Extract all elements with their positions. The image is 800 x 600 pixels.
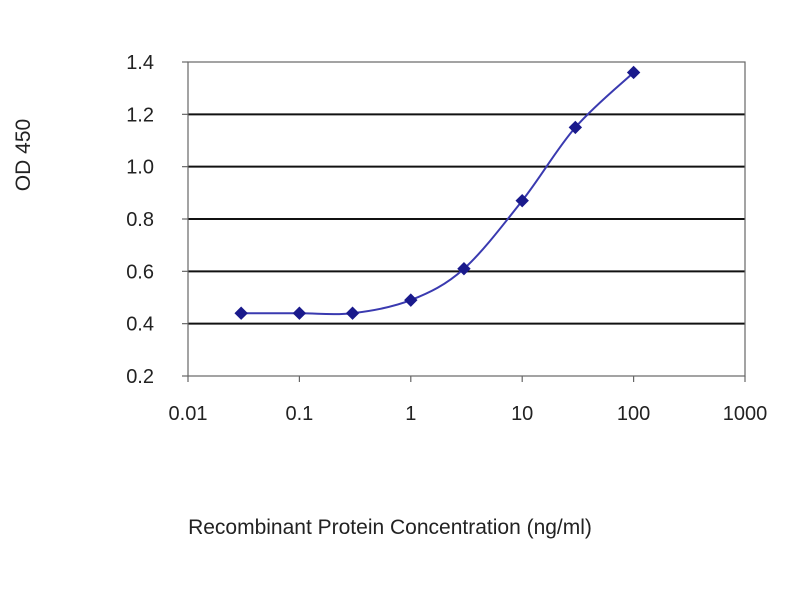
x-tick-label-4: 100	[617, 403, 650, 425]
y-axis-ticks: 0.2 0.4 0.6 0.8 1.0 1.2 1.4	[126, 52, 188, 388]
y-tick-label-4: 1.0	[126, 157, 154, 179]
series-0-line	[241, 71, 635, 316]
y-tick-label-6: 1.4	[126, 52, 154, 74]
y-axis-title: OD 450	[12, 119, 35, 191]
data-point-5	[515, 193, 529, 208]
x-axis-ticks: 0.01 0.1 1 10 100 1000	[169, 376, 768, 425]
x-tick-label-0: 0.01	[169, 403, 208, 425]
data-point-0	[234, 306, 248, 320]
x-tick-label-5: 1000	[723, 403, 768, 425]
data-point-2	[345, 306, 360, 320]
y-tick-label-2: 0.6	[126, 261, 154, 283]
grid-layer	[188, 113, 745, 325]
curve-layer	[241, 71, 635, 316]
y-tick-label-0: 0.2	[126, 366, 154, 388]
y-tick-label-5: 1.2	[126, 104, 154, 126]
data-point-4	[457, 262, 471, 276]
data-point-7	[626, 65, 641, 80]
data-point-1	[292, 306, 307, 320]
x-tick-label-2: 1	[405, 403, 416, 425]
x-tick-label-1: 0.1	[285, 403, 313, 425]
y-tick-label-3: 0.8	[126, 209, 154, 231]
x-axis-title: Recombinant Protein Concentration (ng/ml…	[188, 516, 592, 539]
marker-layer	[234, 65, 641, 320]
x-tick-label-3: 10	[511, 403, 533, 425]
data-point-3	[404, 293, 418, 307]
data-point-6	[568, 120, 583, 135]
y-tick-label-1: 0.4	[126, 314, 154, 336]
